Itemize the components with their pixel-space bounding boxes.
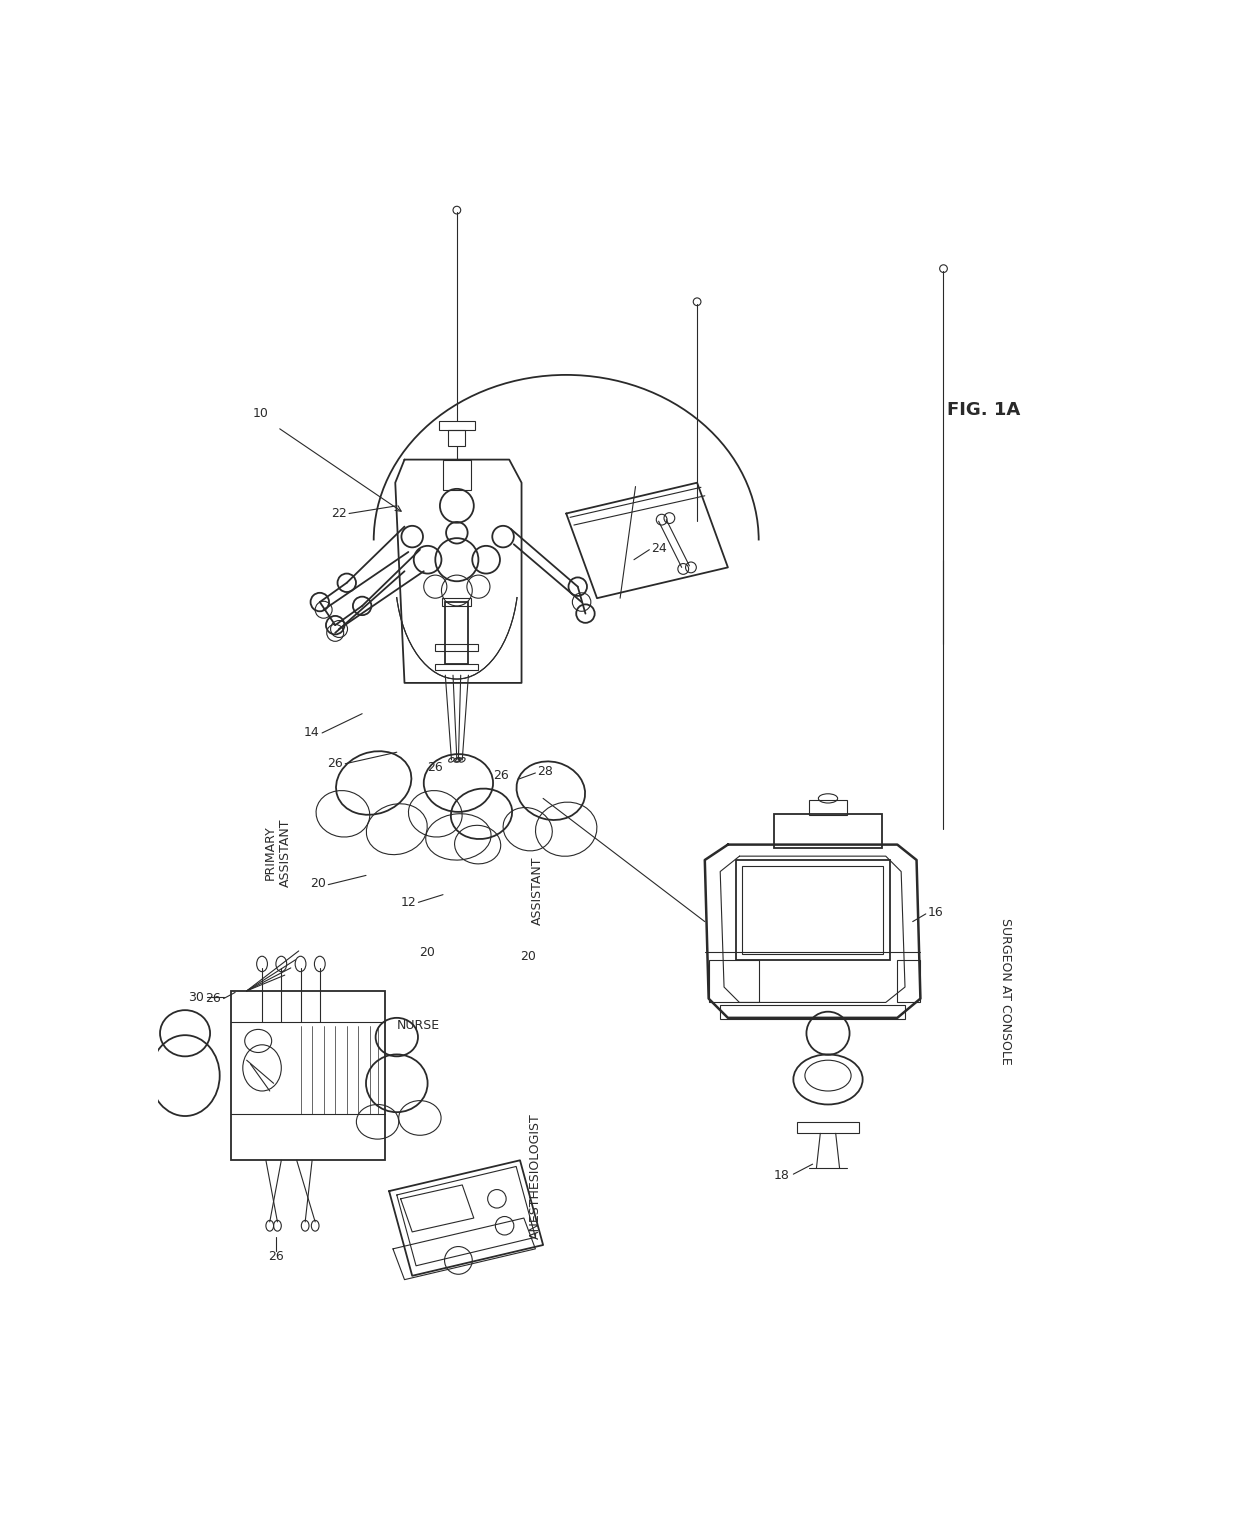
- Bar: [808, 800, 847, 815]
- Bar: [449, 430, 465, 445]
- Text: 26: 26: [327, 757, 343, 771]
- Text: 20: 20: [520, 950, 536, 962]
- Text: ASSISTANT: ASSISTANT: [531, 857, 543, 926]
- Bar: [439, 421, 475, 430]
- Text: 28: 28: [537, 765, 553, 778]
- Text: FIG. 1A: FIG. 1A: [947, 401, 1021, 418]
- Text: 24: 24: [651, 541, 667, 555]
- Text: 20: 20: [419, 945, 435, 959]
- Bar: [708, 961, 759, 1003]
- Text: 14: 14: [304, 727, 320, 739]
- Bar: [445, 602, 469, 664]
- Bar: [435, 664, 479, 670]
- Text: 12: 12: [401, 895, 417, 909]
- Text: 26: 26: [428, 762, 443, 774]
- Text: 20: 20: [310, 877, 326, 889]
- Text: 16: 16: [928, 906, 944, 920]
- Bar: [443, 459, 471, 491]
- Text: NURSE: NURSE: [397, 1018, 440, 1032]
- Bar: [898, 961, 920, 1003]
- Text: 30: 30: [188, 991, 205, 1003]
- Bar: [735, 860, 889, 961]
- Text: 18: 18: [774, 1169, 790, 1183]
- Bar: [742, 866, 883, 955]
- Text: ANESTHESIOLOGIST: ANESTHESIOLOGIST: [529, 1113, 542, 1239]
- Text: 22: 22: [331, 508, 347, 520]
- Bar: [720, 1005, 905, 1018]
- Text: 10: 10: [253, 407, 269, 420]
- Bar: [231, 991, 386, 1160]
- Text: 26: 26: [268, 1249, 284, 1263]
- Text: 26: 26: [206, 993, 221, 1005]
- Text: 26: 26: [494, 769, 508, 781]
- Bar: [774, 813, 882, 848]
- Text: PRIMARY
ASSISTANT: PRIMARY ASSISTANT: [263, 818, 291, 886]
- Bar: [797, 1122, 859, 1134]
- Text: SURGEON AT CONSOLE: SURGEON AT CONSOLE: [998, 918, 1012, 1064]
- Bar: [435, 644, 479, 651]
- Bar: [443, 599, 471, 606]
